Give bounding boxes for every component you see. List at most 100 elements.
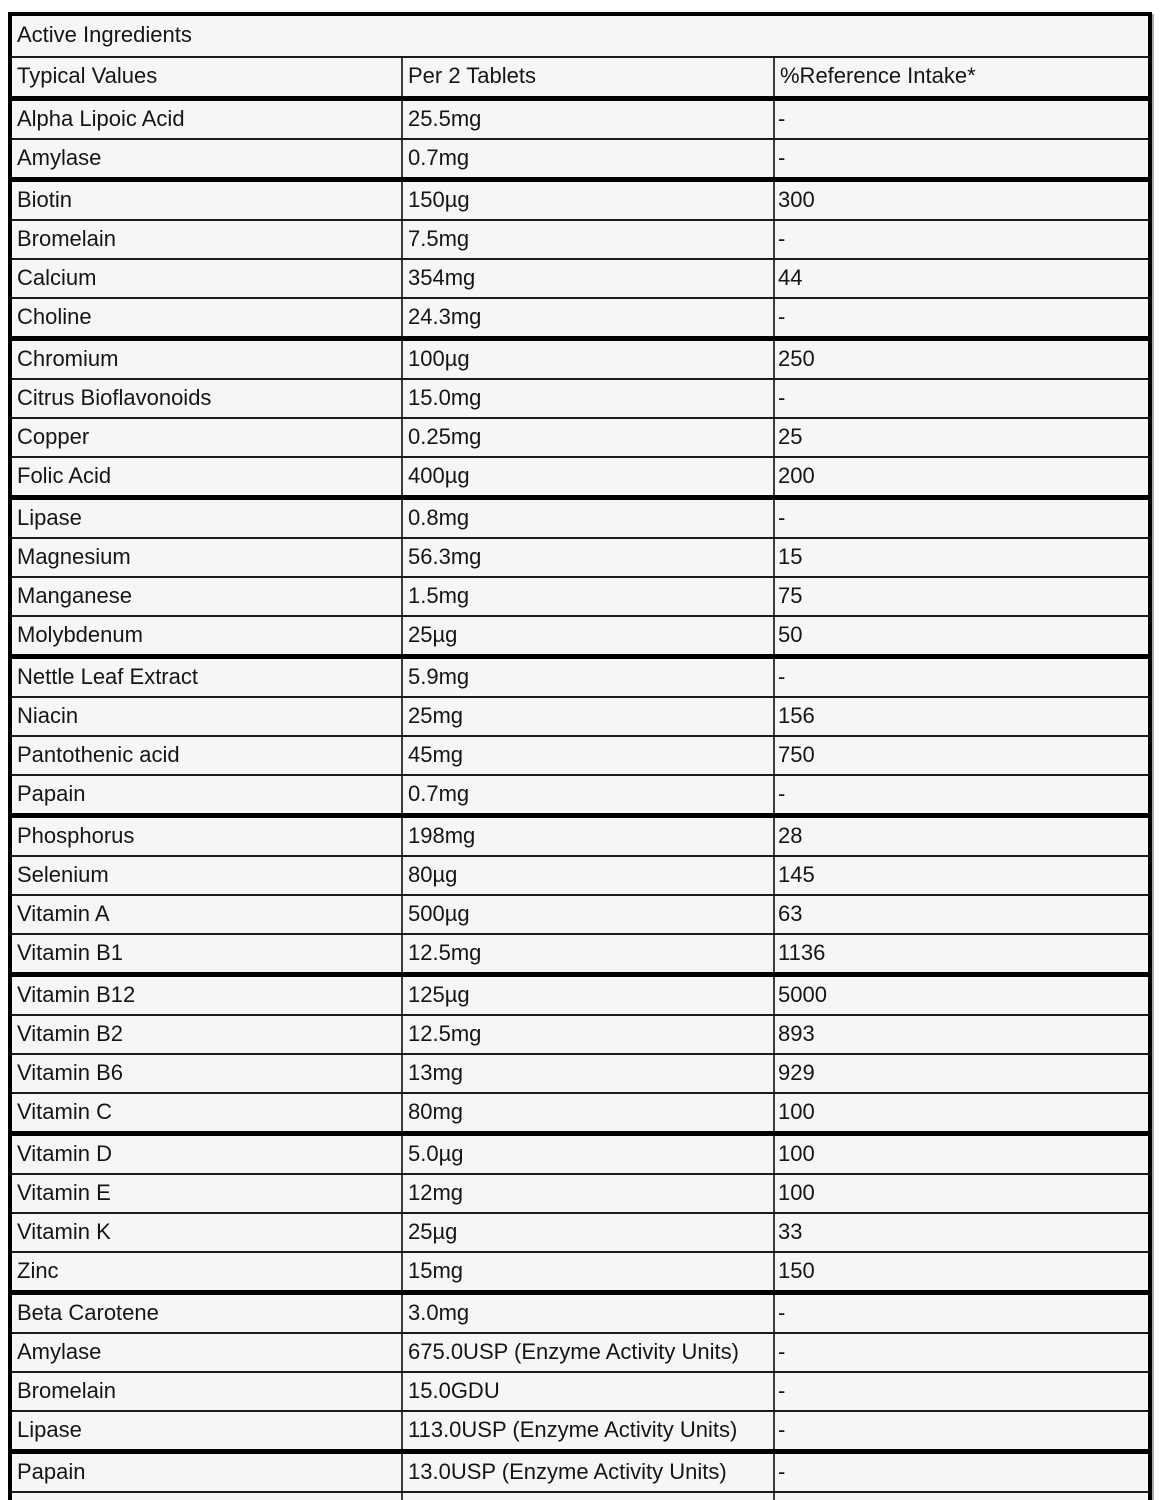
nrv-cell: - (773, 1491, 1151, 1500)
amount-cell: 45mg (401, 735, 775, 776)
ingredient-name-cell: Phosphorus (9, 814, 403, 857)
amount-cell: 0.25mg (401, 417, 775, 458)
amount-cell: 0.7mg (401, 138, 775, 182)
amount-cell: 15.0GDU (401, 1491, 775, 1500)
ingredient-name-cell: Vitamin D (9, 1132, 403, 1175)
nrv-cell: 250 (773, 337, 1151, 380)
table-row: Amylase 0.7mg - (9, 138, 1151, 182)
table-row: Lipase 113.0USP (Enzyme Activity Units) … (9, 1410, 1151, 1454)
ingredient-name-cell: Amylase (9, 1332, 403, 1373)
nrv-cell: - (773, 655, 1151, 698)
nrv-cell: 893 (773, 1014, 1151, 1055)
table-row: Chromium 100µg 250 (9, 337, 1151, 380)
amount-cell: 400µg (401, 456, 775, 500)
table-row: Manganese 1.5mg 75 (9, 576, 1151, 617)
ingredient-name-cell: Pantothenic acid (9, 735, 403, 776)
ingredient-name-cell: Molybdenum (9, 615, 403, 659)
table-row: Vitamin B2 12.5mg 893 (9, 1014, 1151, 1055)
ingredient-name-cell: Papain (9, 774, 403, 818)
nrv-cell: 100 (773, 1092, 1151, 1136)
ingredient-name-cell: Bromelain (9, 1491, 403, 1500)
nrv-cell: 44 (773, 258, 1151, 299)
ingredient-name-cell: Manganese (9, 576, 403, 617)
ingredient-name-cell: Calcium (9, 258, 403, 299)
nrv-cell: 145 (773, 855, 1151, 896)
table-row: Citrus Bioflavonoids 15.0mg - (9, 378, 1151, 419)
amount-cell: 25µg (401, 1212, 775, 1253)
table-row: Papain 0.7mg - (9, 774, 1151, 818)
amount-cell: 12.5mg (401, 1014, 775, 1055)
nrv-cell: 929 (773, 1053, 1151, 1094)
amount-cell: 15.0mg (401, 378, 775, 419)
column-header-per-2-tablets: Per 2 Tablets (401, 56, 775, 101)
amount-cell: 24.3mg (401, 297, 775, 341)
nrv-cell: 300 (773, 178, 1151, 221)
amount-cell: 80mg (401, 1092, 775, 1136)
amount-cell: 5.9mg (401, 655, 775, 698)
ingredient-name-cell: Niacin (9, 696, 403, 737)
table-row: Vitamin B6 13mg 929 (9, 1053, 1151, 1094)
table-row: Alpha Lipoic Acid 25.5mg - (9, 97, 1151, 140)
ingredient-name-cell: Alpha Lipoic Acid (9, 97, 403, 140)
ingredient-name-cell: Vitamin A (9, 894, 403, 935)
ingredient-name-cell: Vitamin C (9, 1092, 403, 1136)
table-row: Vitamin K 25µg 33 (9, 1212, 1151, 1253)
ingredient-name-cell: Copper (9, 417, 403, 458)
column-header-reference-intake: %Reference Intake* (773, 56, 1151, 101)
ingredient-name-cell: Citrus Bioflavonoids (9, 378, 403, 419)
table-row: Vitamin D 5.0µg 100 (9, 1132, 1151, 1175)
ingredient-name-cell: Nettle Leaf Extract (9, 655, 403, 698)
table-row: Copper 0.25mg 25 (9, 417, 1151, 458)
nrv-cell: 28 (773, 814, 1151, 857)
ingredient-name-cell: Choline (9, 297, 403, 341)
table-row: Molybdenum 25µg 50 (9, 615, 1151, 659)
nrv-cell: - (773, 378, 1151, 419)
amount-cell: 150µg (401, 178, 775, 221)
nrv-cell: - (773, 1371, 1151, 1412)
amount-cell: 0.7mg (401, 774, 775, 818)
table-row: Vitamin E 12mg 100 (9, 1173, 1151, 1214)
nrv-cell: 100 (773, 1173, 1151, 1214)
ingredient-name-cell: Folic Acid (9, 456, 403, 500)
ingredient-rows: Alpha Lipoic Acid 25.5mg - Amylase 0.7mg… (9, 97, 1151, 1500)
table-row: Biotin 150µg 300 (9, 178, 1151, 221)
amount-cell: 1.5mg (401, 576, 775, 617)
ingredient-name-cell: Selenium (9, 855, 403, 896)
table-row: Magnesium 56.3mg 15 (9, 537, 1151, 578)
amount-cell: 13mg (401, 1053, 775, 1094)
amount-cell: 25mg (401, 696, 775, 737)
amount-cell: 15.0GDU (401, 1371, 775, 1412)
nrv-cell: - (773, 1332, 1151, 1373)
nrv-cell: 200 (773, 456, 1151, 500)
ingredient-name-cell: Lipase (9, 1410, 403, 1454)
table-row: Choline 24.3mg - (9, 297, 1151, 341)
ingredient-name-cell: Chromium (9, 337, 403, 380)
table-row: Bromelain 7.5mg - (9, 219, 1151, 260)
table-row: Folic Acid 400µg 200 (9, 456, 1151, 500)
table-row: Vitamin B1 12.5mg 1136 (9, 933, 1151, 977)
amount-cell: 13.0USP (Enzyme Activity Units) (401, 1450, 775, 1493)
amount-cell: 25µg (401, 615, 775, 659)
nrv-cell: 156 (773, 696, 1151, 737)
amount-cell: 354mg (401, 258, 775, 299)
table-row: Selenium 80µg 145 (9, 855, 1151, 896)
nrv-cell: - (773, 1410, 1151, 1454)
ingredient-name-cell: Lipase (9, 496, 403, 539)
nrv-cell: 15 (773, 537, 1151, 578)
table-row: Vitamin B12 125µg 5000 (9, 973, 1151, 1016)
nrv-cell: - (773, 138, 1151, 182)
amount-cell: 0.8mg (401, 496, 775, 539)
table-row: Bromelain 15.0GDU - (9, 1491, 1151, 1500)
column-header-typical-values: Typical Values (9, 56, 403, 101)
amount-cell: 500µg (401, 894, 775, 935)
nrv-cell: 5000 (773, 973, 1151, 1016)
amount-cell: 7.5mg (401, 219, 775, 260)
nrv-cell: 75 (773, 576, 1151, 617)
amount-cell: 198mg (401, 814, 775, 857)
amount-cell: 675.0USP (Enzyme Activity Units) (401, 1332, 775, 1373)
active-ingredients-table: Active Ingredients Typical Values Per 2 … (8, 12, 1152, 1500)
table-row: Niacin 25mg 156 (9, 696, 1151, 737)
nrv-cell: - (773, 219, 1151, 260)
nrv-cell: - (773, 1291, 1151, 1334)
